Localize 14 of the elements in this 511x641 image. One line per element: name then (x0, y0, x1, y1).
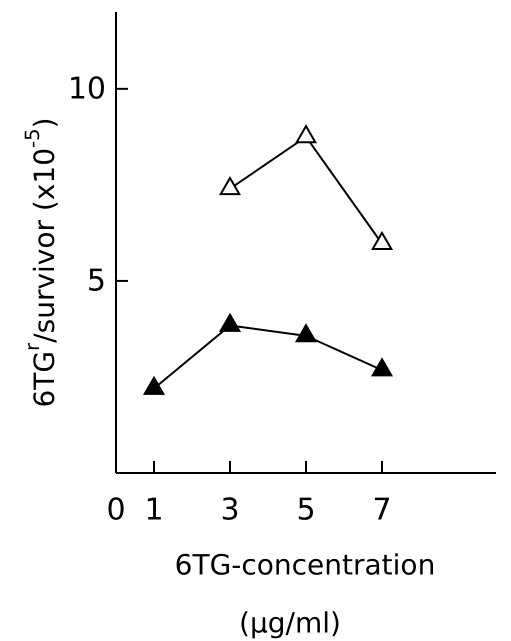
point (372, 232, 392, 250)
point (220, 314, 240, 332)
point (144, 376, 164, 395)
point (372, 358, 392, 376)
x-tick-label: 3 (220, 492, 240, 528)
x-tick-label: 1 (144, 492, 164, 528)
point (296, 324, 316, 342)
x-tick-label: 7 (372, 492, 392, 528)
x-axis-title: 6TG-concentration (μg/ml) (174, 548, 436, 640)
y-tick-label: 10 (68, 71, 106, 106)
point (220, 176, 240, 196)
x-tick-label: 5 (296, 492, 316, 528)
point (296, 125, 316, 144)
x-tick-label: 0 (106, 492, 126, 528)
